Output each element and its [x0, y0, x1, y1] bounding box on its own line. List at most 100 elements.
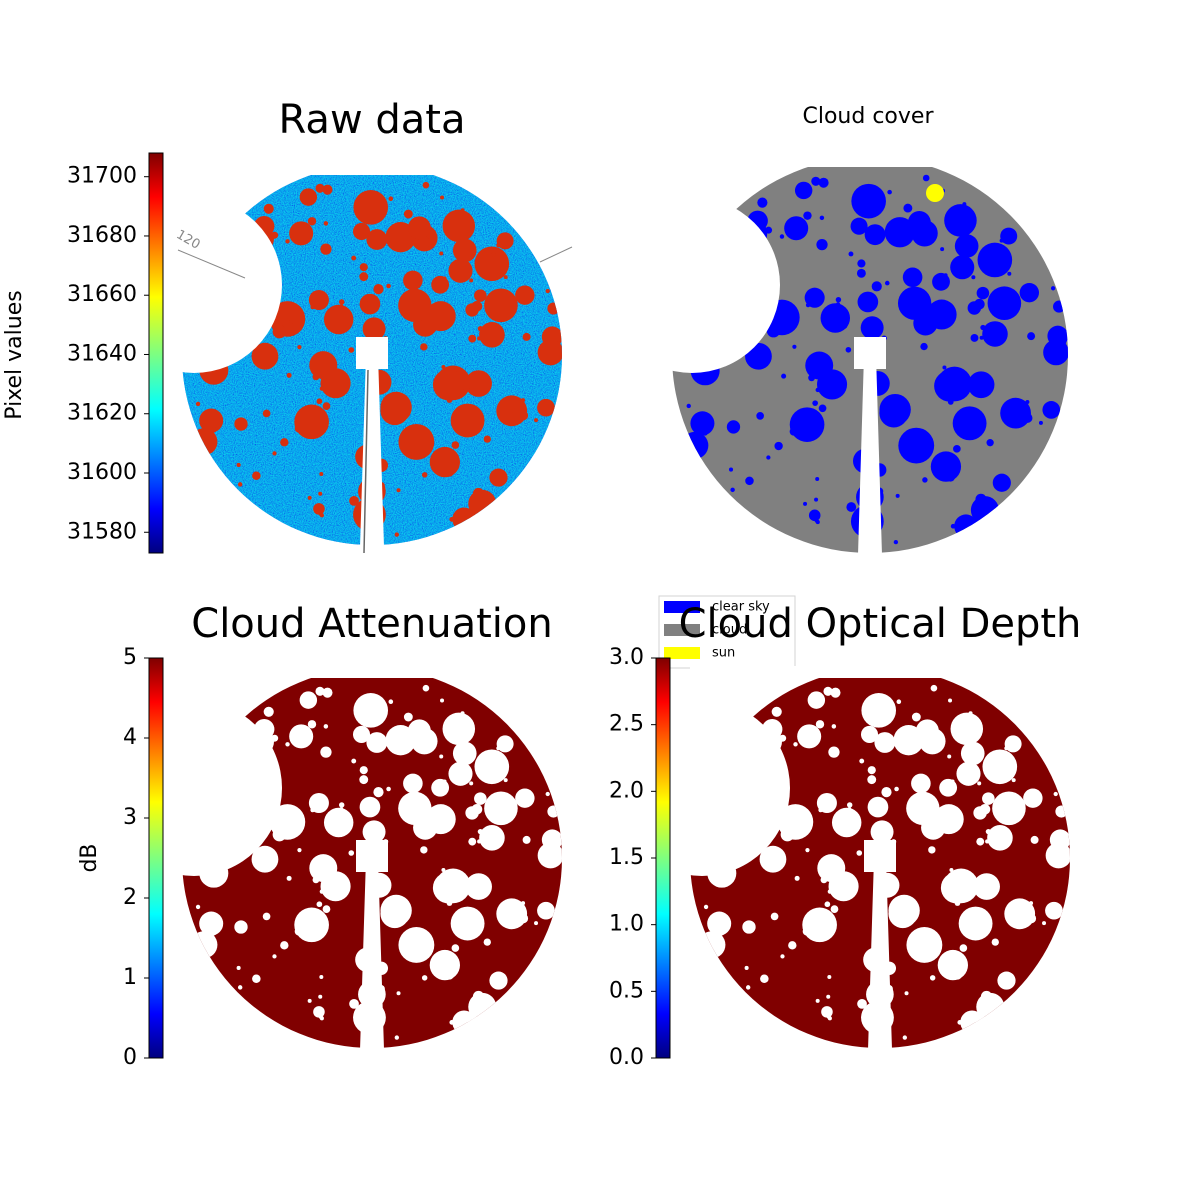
cloud-gap	[398, 424, 435, 460]
cloud-gap	[779, 734, 787, 742]
cloud-gap	[814, 497, 819, 502]
cloud-gap	[472, 990, 485, 1003]
cloud-gap	[518, 790, 525, 797]
grid-ray	[363, 369, 369, 554]
cloud-gap	[195, 401, 201, 407]
top-mask	[182, 163, 562, 175]
cloud-gap	[461, 933, 466, 938]
cloud-gap	[450, 403, 485, 438]
cloud-gap	[271, 734, 279, 742]
cloud-gap	[262, 912, 271, 921]
colorbar-tick-label: 2.0	[609, 778, 644, 803]
colorbar-tick-label: 2	[123, 885, 137, 910]
cloud-gap	[831, 807, 862, 838]
legend-label: clear sky	[712, 600, 770, 615]
cloud-gap	[986, 439, 994, 447]
cloud-gap	[237, 985, 243, 990]
cloud-gap	[304, 694, 309, 699]
cloud-gap	[237, 482, 243, 487]
cloud-gap	[537, 842, 562, 869]
cloud-gap	[339, 304, 344, 309]
colorbar-label: Pixel values	[2, 290, 27, 419]
horizon-mask	[604, 197, 780, 373]
cloud-gap	[958, 906, 993, 941]
cloud-gap	[272, 451, 277, 456]
cloud-gap	[319, 386, 325, 391]
cloud-gap	[338, 802, 345, 808]
cloud-gap	[316, 901, 323, 908]
cloud-gap	[537, 398, 555, 417]
cloud-gap	[394, 532, 399, 537]
cloud-gap	[972, 248, 977, 253]
cloud-gap	[897, 286, 932, 320]
cloud-gap	[967, 301, 982, 315]
cloud-gap	[503, 275, 508, 280]
cloud-gap	[483, 435, 491, 443]
cloud-gap	[818, 177, 829, 188]
arm-mask	[360, 858, 384, 1050]
cloud-gap	[797, 724, 822, 749]
cloud-gap	[793, 742, 798, 747]
cloud-gap	[313, 1006, 325, 1018]
cloud-gap	[978, 756, 983, 761]
cloud-gap	[431, 275, 450, 294]
cloud-gap	[474, 749, 510, 785]
cloud-gap	[547, 302, 560, 315]
cloud-gap	[425, 301, 456, 332]
cloud-gap	[479, 825, 505, 851]
colorbar	[148, 152, 164, 554]
cloud-gap	[794, 181, 813, 200]
cloud-gap	[903, 445, 910, 452]
cloud-gap	[534, 418, 539, 423]
cloud-gap	[263, 706, 274, 717]
cloud-gap	[1004, 735, 1022, 753]
cloud-gap	[821, 1006, 833, 1018]
cloud-gap	[380, 391, 412, 424]
cloud-gap	[251, 342, 279, 370]
colorbar-tick-label: 31620	[67, 401, 137, 426]
cloud-gap	[452, 238, 477, 263]
cloud-gap	[874, 732, 896, 753]
cloud-gap	[297, 848, 302, 853]
cloud-gap	[1026, 790, 1033, 797]
cloud-gap	[718, 929, 725, 936]
cloud-gap	[309, 854, 338, 883]
cloud-gap	[1007, 271, 1012, 276]
cloud-gap	[818, 404, 827, 413]
cloud-gap	[432, 872, 465, 904]
cloud-gap	[889, 709, 895, 715]
colorbar-tick-label: 31580	[67, 519, 137, 544]
colorbar-tick-label: 0.5	[609, 978, 644, 1003]
cloud-gap	[353, 693, 389, 728]
cloud-gap	[511, 408, 516, 413]
cloud-gap	[432, 369, 465, 401]
cloud-gap	[289, 319, 294, 324]
cloud-gap	[898, 427, 935, 464]
cloud-gap	[496, 898, 528, 930]
cloud-gap	[960, 741, 985, 766]
cloud-gap	[309, 351, 338, 380]
cloud-gap	[1019, 911, 1024, 916]
colorbar-tick-label: 5	[123, 645, 137, 670]
cloud-gap	[928, 846, 936, 854]
cloud-gap	[251, 845, 279, 873]
cloud-gap	[902, 1035, 907, 1040]
cloud-gap	[879, 393, 911, 426]
cloud-gap	[496, 243, 501, 248]
cloud-gap	[744, 965, 749, 970]
cloud-gap	[479, 322, 505, 348]
cloud-gap	[962, 202, 967, 207]
cloud-gap	[496, 395, 528, 427]
cloud-gap	[967, 371, 995, 399]
cloud-gap	[545, 288, 550, 294]
cloud-gap	[853, 827, 859, 833]
cloud-gap	[380, 894, 412, 927]
chart-title: Cloud Attenuation	[191, 601, 552, 647]
cloud-gap	[323, 724, 329, 729]
cloud-gap	[319, 472, 324, 477]
cloud-gap	[285, 742, 290, 747]
cloud-gap	[807, 691, 826, 709]
cloud-gap	[784, 216, 809, 241]
cloud-gap	[307, 720, 317, 729]
cloud-gap	[1000, 227, 1018, 245]
